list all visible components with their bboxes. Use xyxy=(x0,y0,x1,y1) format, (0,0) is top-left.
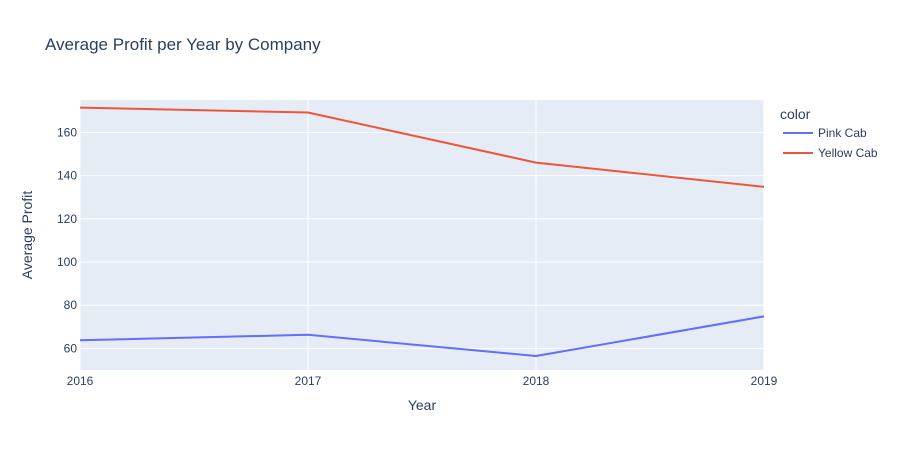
x-tick-label: 2018 xyxy=(523,374,550,388)
y-tick-label: 100 xyxy=(57,255,77,269)
x-axis-title: Year xyxy=(408,397,437,413)
y-axis-ticks: 60 80 100 120 140 160 xyxy=(57,125,77,355)
y-tick-label: 60 xyxy=(64,341,78,355)
legend: color Pink Cab Yellow Cab xyxy=(780,106,878,160)
series-lines xyxy=(79,106,765,357)
x-tick-label: 2016 xyxy=(67,374,94,388)
legend-title: color xyxy=(780,106,811,122)
x-tick-label: 2019 xyxy=(751,374,778,388)
chart-title: Average Profit per Year by Company xyxy=(45,35,321,54)
legend-label: Yellow Cab xyxy=(818,146,878,160)
x-axis-ticks: 2016 2017 2018 2019 xyxy=(67,374,778,388)
plot-area xyxy=(80,100,764,370)
gridlines xyxy=(79,100,765,370)
legend-item-pink-cab[interactable]: Pink Cab xyxy=(783,126,867,140)
y-tick-label: 160 xyxy=(57,125,77,139)
x-tick-label: 2017 xyxy=(295,374,322,388)
series-line-yellow-cab xyxy=(79,106,765,188)
y-tick-label: 120 xyxy=(57,212,77,226)
y-tick-label: 140 xyxy=(57,169,77,183)
legend-label: Pink Cab xyxy=(818,126,867,140)
legend-item-yellow-cab[interactable]: Yellow Cab xyxy=(783,146,878,160)
legend-items: Pink Cab Yellow Cab xyxy=(783,126,878,160)
series-line-pink-cab xyxy=(79,315,765,357)
y-axis-title: Average Profit xyxy=(19,191,35,280)
y-tick-label: 80 xyxy=(64,298,78,312)
